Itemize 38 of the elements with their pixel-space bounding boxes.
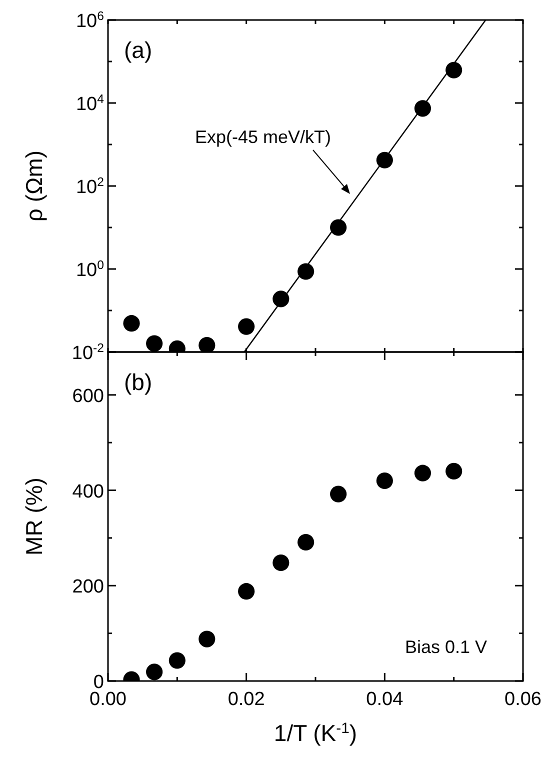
- annotation: (a): [124, 37, 152, 63]
- point: [272, 290, 290, 308]
- point: [198, 337, 216, 352]
- y-tick-label: 200: [72, 576, 104, 598]
- point: [446, 62, 462, 78]
- point: [272, 554, 290, 572]
- point: [376, 472, 393, 490]
- x-tick-label: 0.06: [504, 689, 542, 710]
- point: [168, 652, 186, 669]
- x-tick-label: 0.04: [366, 689, 404, 710]
- annotation: Exp(-45 meV/kT): [194, 127, 332, 147]
- y-tick-label: 10$^{0}$: [76, 258, 104, 281]
- y-tick-label: 10$^{6}$: [76, 9, 104, 32]
- annotation: Bias 0.1 V: [404, 637, 487, 657]
- point: [298, 263, 314, 280]
- point: [238, 318, 255, 335]
- point: [330, 486, 347, 502]
- point: [414, 464, 432, 482]
- x-axis-title: 1/T (K$^{-1}$): [274, 720, 358, 746]
- y-axis-title: MR (%): [21, 478, 47, 556]
- y-tick-label: 10$^{2}$: [76, 175, 104, 198]
- point: [298, 534, 314, 551]
- y-tick-label: 10$^{-2}$: [72, 341, 104, 364]
- point: [376, 152, 393, 168]
- point: [146, 664, 163, 680]
- y-tick-label: 10$^{4}$: [76, 92, 104, 115]
- point: [414, 100, 432, 117]
- annotation: (b): [124, 369, 152, 395]
- point: [123, 315, 140, 332]
- y-tick-label: 600: [72, 386, 104, 407]
- point: [238, 583, 255, 600]
- point: [146, 335, 163, 352]
- point: [198, 630, 216, 648]
- y-tick-label: 400: [72, 481, 104, 502]
- x-tick-label: 0.02: [228, 689, 265, 710]
- y-axis-title: ρ (Ωm): [21, 150, 47, 222]
- point: [330, 219, 347, 236]
- point: [446, 462, 462, 480]
